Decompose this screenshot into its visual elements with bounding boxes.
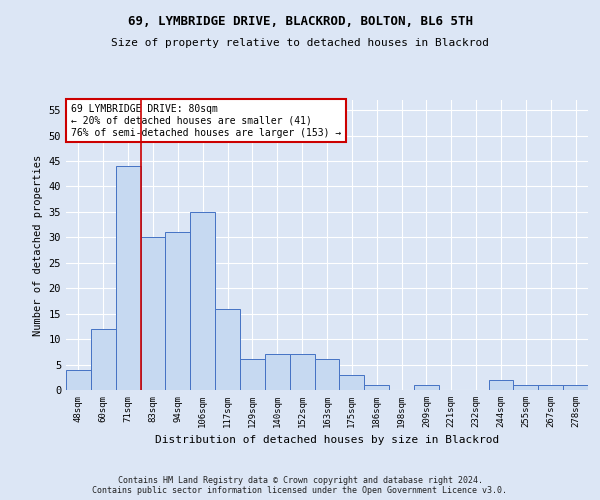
Text: Size of property relative to detached houses in Blackrod: Size of property relative to detached ho… [111, 38, 489, 48]
Bar [340, 374, 364, 390]
Bar [240, 360, 265, 390]
Bar [364, 385, 389, 390]
Bar [166, 232, 190, 390]
Text: 69 LYMBRIDGE DRIVE: 80sqm
← 20% of detached houses are smaller (41)
76% of semi-: 69 LYMBRIDGE DRIVE: 80sqm ← 20% of detac… [71, 104, 341, 138]
Bar [488, 380, 514, 390]
Text: Contains HM Land Registry data © Crown copyright and database right 2024.
Contai: Contains HM Land Registry data © Crown c… [92, 476, 508, 495]
Text: 69, LYMBRIDGE DRIVE, BLACKROD, BOLTON, BL6 5TH: 69, LYMBRIDGE DRIVE, BLACKROD, BOLTON, B… [128, 15, 473, 28]
Bar [215, 308, 240, 390]
Bar [265, 354, 290, 390]
Bar [140, 238, 166, 390]
Bar [514, 385, 538, 390]
Bar [116, 166, 140, 390]
X-axis label: Distribution of detached houses by size in Blackrod: Distribution of detached houses by size … [155, 436, 499, 446]
Y-axis label: Number of detached properties: Number of detached properties [33, 154, 43, 336]
Bar [190, 212, 215, 390]
Bar [414, 385, 439, 390]
Bar [290, 354, 314, 390]
Bar [563, 385, 588, 390]
Bar [538, 385, 563, 390]
Bar [314, 360, 340, 390]
Bar [66, 370, 91, 390]
Bar [91, 329, 116, 390]
